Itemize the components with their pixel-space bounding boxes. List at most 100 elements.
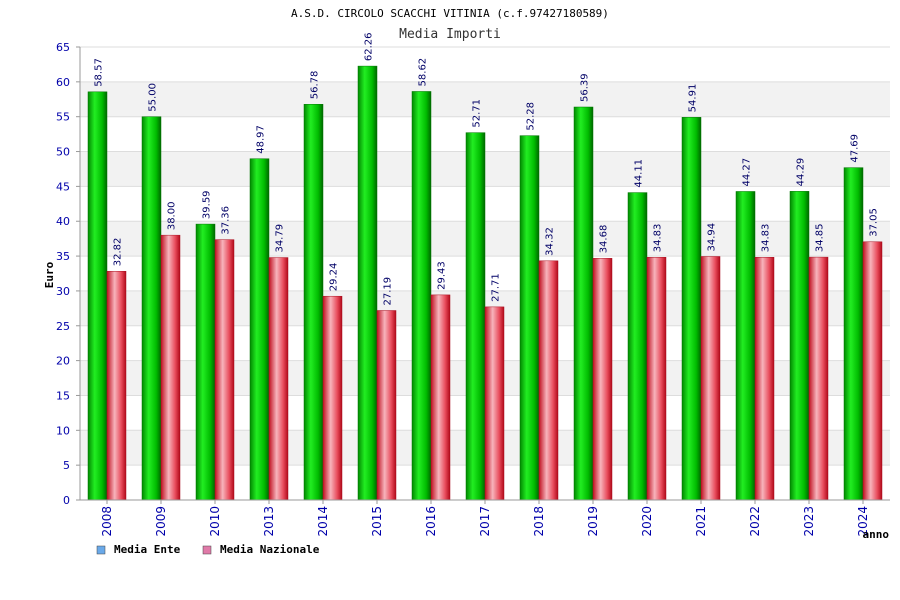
grid-band	[80, 81, 890, 117]
bar-ente	[249, 158, 270, 501]
bar-nazionale	[430, 294, 451, 501]
x-tick-label: 2023	[802, 506, 816, 537]
bar-ente	[195, 223, 216, 501]
data-label: 55.00	[148, 83, 159, 112]
x-tick-label: 2016	[424, 506, 438, 537]
bar-nazionale	[700, 256, 721, 501]
y-tick-label: 60	[56, 76, 70, 89]
legend-label-ente: Media Ente	[114, 543, 181, 556]
legend-swatch-nazionale	[202, 545, 212, 555]
bar-ente	[789, 191, 810, 501]
data-label: 34.94	[707, 223, 718, 252]
bar-ente	[303, 104, 324, 501]
data-label: 34.79	[275, 224, 286, 253]
y-axis-label: Euro	[43, 261, 56, 288]
data-label: 38.00	[167, 202, 178, 231]
data-label: 44.27	[742, 158, 753, 187]
bar-ente	[627, 192, 648, 501]
bar-nazionale	[376, 310, 397, 501]
x-axis-ticks: 2008 2009 2010 2013 2014 2015 2016 2017 2018 2019…	[100, 500, 870, 537]
y-tick-label: 20	[56, 355, 70, 368]
data-labels-layer: 58.57 32.82 55.00 38.00 39.59 37.36 48.97 34.79…	[94, 32, 880, 305]
data-label: 56.78	[310, 71, 321, 100]
data-label: 34.68	[599, 225, 610, 254]
data-label: 34.83	[761, 224, 772, 253]
data-label: 56.39	[580, 73, 591, 102]
bar-ente	[519, 135, 540, 501]
y-tick-label: 25	[56, 320, 70, 333]
bar-nazionale	[214, 239, 235, 501]
bar-ente	[87, 91, 108, 501]
bar-ente	[681, 117, 702, 501]
grid-band	[80, 47, 890, 82]
data-label: 52.71	[472, 99, 483, 128]
bar-ente	[141, 116, 162, 501]
bar-ente	[411, 91, 432, 501]
y-tick-label: 45	[56, 180, 70, 193]
bar-ente	[465, 132, 486, 501]
y-tick-label: 55	[56, 111, 70, 124]
y-tick-label: 0	[63, 494, 70, 507]
x-tick-label: 2018	[532, 506, 546, 537]
x-tick-label: 2010	[208, 506, 222, 537]
x-axis-label: anno	[863, 528, 890, 541]
data-label: 32.82	[113, 238, 124, 267]
bar-ente	[357, 65, 378, 501]
bar-nazionale	[538, 260, 559, 501]
bar-nazionale	[808, 256, 829, 501]
x-tick-label: 2024	[856, 506, 870, 537]
x-tick-label: 2019	[586, 506, 600, 537]
x-tick-label: 2015	[370, 506, 384, 537]
data-label: 37.36	[221, 206, 232, 235]
bar-nazionale	[268, 257, 289, 501]
legend: Media Ente Media Nazionale	[96, 543, 320, 556]
bar-nazionale	[106, 271, 127, 501]
bar-nazionale	[160, 234, 181, 501]
data-label: 34.32	[545, 227, 556, 256]
data-label: 37.05	[869, 208, 880, 237]
data-label: 29.24	[329, 263, 340, 292]
x-tick-label: 2020	[640, 506, 654, 537]
data-label: 34.83	[653, 224, 664, 253]
x-tick-label: 2022	[748, 506, 762, 537]
data-label: 58.57	[94, 58, 105, 87]
chart-subtitle: Media Importi	[399, 27, 501, 42]
y-tick-label: 35	[56, 250, 70, 263]
y-tick-label: 30	[56, 285, 70, 298]
y-axis-ticks: 0 5 10 15 20 25 30 35 40 45 50 55 60 65	[56, 41, 80, 507]
legend-label-nazionale: Media Nazionale	[220, 543, 320, 556]
x-tick-label: 2014	[316, 506, 330, 537]
bar-ente	[843, 167, 864, 501]
data-label: 54.91	[688, 84, 699, 113]
data-label: 27.19	[383, 277, 394, 306]
y-tick-label: 10	[56, 424, 70, 437]
x-tick-label: 2021	[694, 506, 708, 537]
x-tick-label: 2008	[100, 506, 114, 537]
y-tick-label: 5	[63, 459, 70, 472]
data-label: 44.11	[634, 159, 645, 188]
y-tick-label: 65	[56, 41, 70, 54]
data-label: 48.97	[256, 125, 267, 154]
data-label: 47.69	[850, 134, 861, 163]
bar-nazionale	[754, 257, 775, 501]
x-tick-label: 2009	[154, 506, 168, 537]
x-tick-label: 2017	[478, 506, 492, 537]
data-label: 29.43	[437, 261, 448, 290]
data-label: 52.28	[526, 102, 537, 131]
bar-nazionale	[484, 306, 505, 501]
data-label: 27.71	[491, 273, 502, 302]
bar-ente	[573, 106, 594, 501]
y-tick-label: 40	[56, 215, 70, 228]
x-tick-label: 2013	[262, 506, 276, 537]
bars-layer	[87, 65, 883, 501]
bar-nazionale	[592, 258, 613, 501]
y-tick-label: 50	[56, 146, 70, 159]
y-tick-label: 15	[56, 389, 70, 402]
bar-nazionale	[646, 257, 667, 501]
bar-nazionale	[322, 295, 343, 501]
data-label: 34.85	[815, 223, 826, 252]
bar-nazionale	[862, 241, 883, 501]
bar-ente	[735, 191, 756, 501]
legend-swatch-ente	[96, 545, 106, 555]
